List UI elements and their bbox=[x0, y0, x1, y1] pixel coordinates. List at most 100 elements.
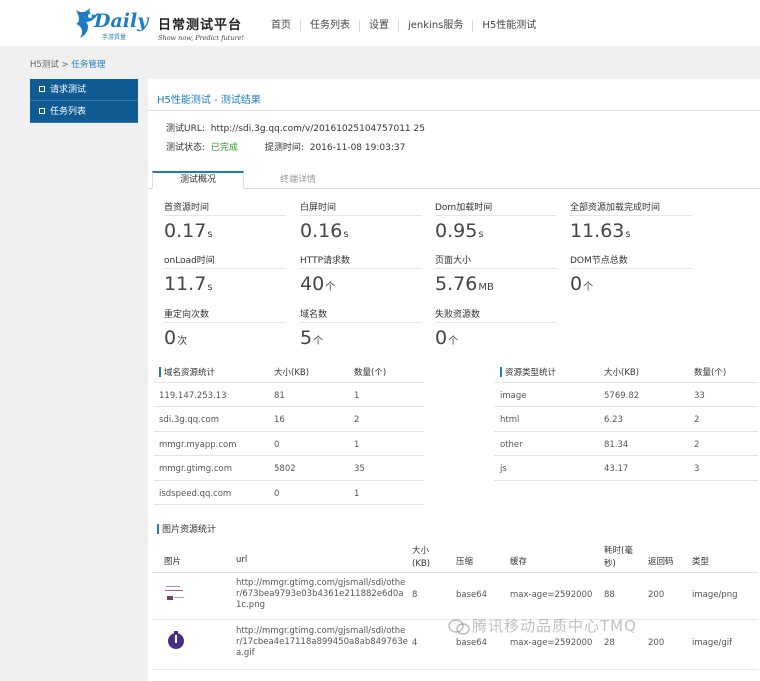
image-thumbnail[interactable] bbox=[164, 583, 188, 605]
metric-label: 白屏时间 bbox=[300, 203, 337, 213]
metric-value: 0次 bbox=[164, 327, 187, 349]
image-code: 200 bbox=[648, 638, 665, 648]
nav-h5-perf[interactable]: H5性能测试 bbox=[472, 20, 545, 32]
nav-settings[interactable]: 设置 bbox=[359, 20, 398, 32]
metric-label: 域名数 bbox=[300, 310, 328, 320]
image-cache: max-age=2592000 bbox=[510, 590, 593, 600]
metric-value: 0个 bbox=[435, 327, 458, 349]
table-row: http://mmgr.gtimg.com/gjsmall/sdi/other/… bbox=[152, 573, 758, 620]
metric-number: 0.16 bbox=[300, 220, 343, 242]
sidebar-item-task-list[interactable]: 任务列表 bbox=[30, 101, 138, 123]
table-cell: 1 bbox=[354, 390, 360, 401]
table-cell: mmgr.gtimg.com bbox=[159, 464, 232, 474]
nav-task-list[interactable]: 任务列表 bbox=[300, 20, 359, 32]
logo-word: Daily bbox=[94, 10, 149, 32]
table-cell: 6.23 bbox=[604, 415, 623, 425]
table-row: mmgr.myapp.com 0 1 bbox=[154, 432, 424, 456]
image-size: 8 bbox=[412, 590, 418, 600]
table-cell: 0 bbox=[274, 488, 280, 499]
table-cell: 1 bbox=[354, 439, 360, 450]
tab-terminal-detail[interactable]: 终端详情 bbox=[279, 175, 316, 185]
image-cache: max-age=2592000 bbox=[510, 638, 593, 648]
image-thumbnail[interactable] bbox=[166, 629, 188, 653]
breadcrumb-parent[interactable]: H5测试 bbox=[30, 60, 59, 70]
url-value[interactable]: http://sdi.3g.qq.com/v/20161025104757011… bbox=[210, 124, 425, 134]
nav-jenkins[interactable]: jenkins服务 bbox=[398, 20, 472, 32]
brand-slogan: Show now, Predict future! bbox=[158, 34, 245, 42]
metric-divider bbox=[164, 268, 286, 269]
image-type: image/png bbox=[692, 590, 738, 600]
table-cell: 2 bbox=[694, 439, 700, 450]
top-header: Daily 手游質量 日常测试平台 Show now, Predict futu… bbox=[0, 0, 760, 46]
metric-card: 首资源时间 0.17s bbox=[164, 200, 286, 249]
col-compress: 压缩 bbox=[456, 557, 474, 567]
table-cell: 1 bbox=[354, 488, 360, 499]
metric-divider bbox=[300, 268, 422, 269]
submit-time-label: 提测时间: bbox=[264, 143, 304, 153]
table-row: html 6.23 2 bbox=[494, 407, 758, 432]
metric-label: DOM节点总数 bbox=[570, 256, 628, 266]
main-nav: 首页 任务列表 设置 jenkins服务 H5性能测试 bbox=[262, 20, 545, 32]
logo-subtext: 手游質量 bbox=[102, 34, 127, 41]
table-cell: 5769.82 bbox=[604, 390, 640, 401]
metric-unit: 次 bbox=[177, 336, 188, 347]
table-cell: 5802 bbox=[274, 464, 296, 474]
col-time: 耗时(毫秒) bbox=[604, 546, 633, 569]
section-marker bbox=[500, 366, 502, 377]
status-badge: 已完成 bbox=[210, 143, 238, 153]
square-bullet-icon bbox=[39, 107, 45, 114]
metric-label: Dom加载时间 bbox=[435, 203, 493, 213]
table-cell: isdspeed.qq.com bbox=[159, 488, 232, 499]
metric-value: 0个 bbox=[570, 273, 593, 295]
metric-number: 0 bbox=[570, 273, 583, 295]
watermark-text: 腾讯移动品质中心TMQ bbox=[472, 617, 637, 635]
metric-value: 40个 bbox=[300, 273, 335, 295]
metric-card: onLoad时间 11.7s bbox=[164, 253, 286, 302]
breadcrumb-current: 任务管理 bbox=[71, 60, 106, 70]
image-time: 28 bbox=[604, 638, 615, 648]
metric-label: 重定向次数 bbox=[164, 310, 210, 320]
table-cell: 0 bbox=[274, 439, 280, 450]
metric-divider bbox=[164, 215, 286, 216]
watermark: 腾讯移动品质中心TMQ bbox=[448, 615, 637, 636]
metric-card: 全部资源加载完成时间 11.63s bbox=[570, 200, 692, 249]
daily-logo[interactable]: Daily 手游質量 bbox=[72, 6, 152, 42]
image-url[interactable]: http://mmgr.gtimg.com/gjsmall/sdi/other/… bbox=[236, 578, 406, 610]
image-type: image/gif bbox=[692, 638, 733, 648]
col-cache: 缓存 bbox=[510, 557, 528, 567]
image-table-header: 图片 url 大小(KB) 压缩 缓存 耗时(毫秒) 返回码 类型 bbox=[152, 540, 758, 573]
metric-value: 0.16s bbox=[300, 220, 349, 242]
table-header: 域名资源统计 大小(KB) 数量(个) bbox=[154, 358, 424, 383]
col-size: 大小(KB) bbox=[412, 546, 431, 569]
column-header: 数量(个) bbox=[354, 368, 387, 378]
metric-number: 40 bbox=[300, 273, 325, 295]
tab-overview[interactable]: 测试概况 bbox=[152, 171, 244, 189]
metric-value: 5.76MB bbox=[435, 273, 494, 295]
square-bullet-icon bbox=[39, 85, 45, 92]
metric-number: 0 bbox=[164, 327, 177, 349]
image-url[interactable]: http://mmgr.gtimg.com/gjsmall/sdi/other/… bbox=[236, 626, 408, 658]
table-cell: 35 bbox=[354, 464, 365, 474]
sidebar-item-request-test[interactable]: 请求测试 bbox=[30, 79, 138, 101]
metric-label: 全部资源加载完成时间 bbox=[570, 203, 661, 213]
metric-unit: s bbox=[207, 229, 213, 240]
metric-unit: s bbox=[207, 282, 213, 293]
test-url-line: 测试URL: http://sdi.3g.qq.com/v/2016102510… bbox=[166, 121, 425, 134]
section-marker bbox=[157, 523, 159, 534]
metric-unit: s bbox=[625, 229, 631, 240]
metric-number: 5 bbox=[300, 327, 313, 349]
nav-home[interactable]: 首页 bbox=[271, 20, 291, 31]
table-cell: 2 bbox=[694, 415, 700, 425]
submit-time-value: 2016-11-08 19:03:37 bbox=[309, 143, 406, 153]
metric-divider bbox=[300, 215, 422, 216]
metric-divider bbox=[435, 215, 557, 216]
metric-number: 0.95 bbox=[435, 220, 478, 242]
table-row: other 81.34 2 bbox=[494, 432, 758, 456]
brand: 日常测试平台 Show now, Predict future! bbox=[158, 14, 244, 42]
metric-value: 11.7s bbox=[164, 273, 213, 295]
table-cell: js bbox=[500, 464, 507, 474]
image-size: 4 bbox=[412, 638, 418, 648]
table-cell: html bbox=[500, 415, 520, 425]
column-header: 大小(KB) bbox=[604, 368, 640, 378]
metric-number: 11.63 bbox=[570, 220, 625, 242]
